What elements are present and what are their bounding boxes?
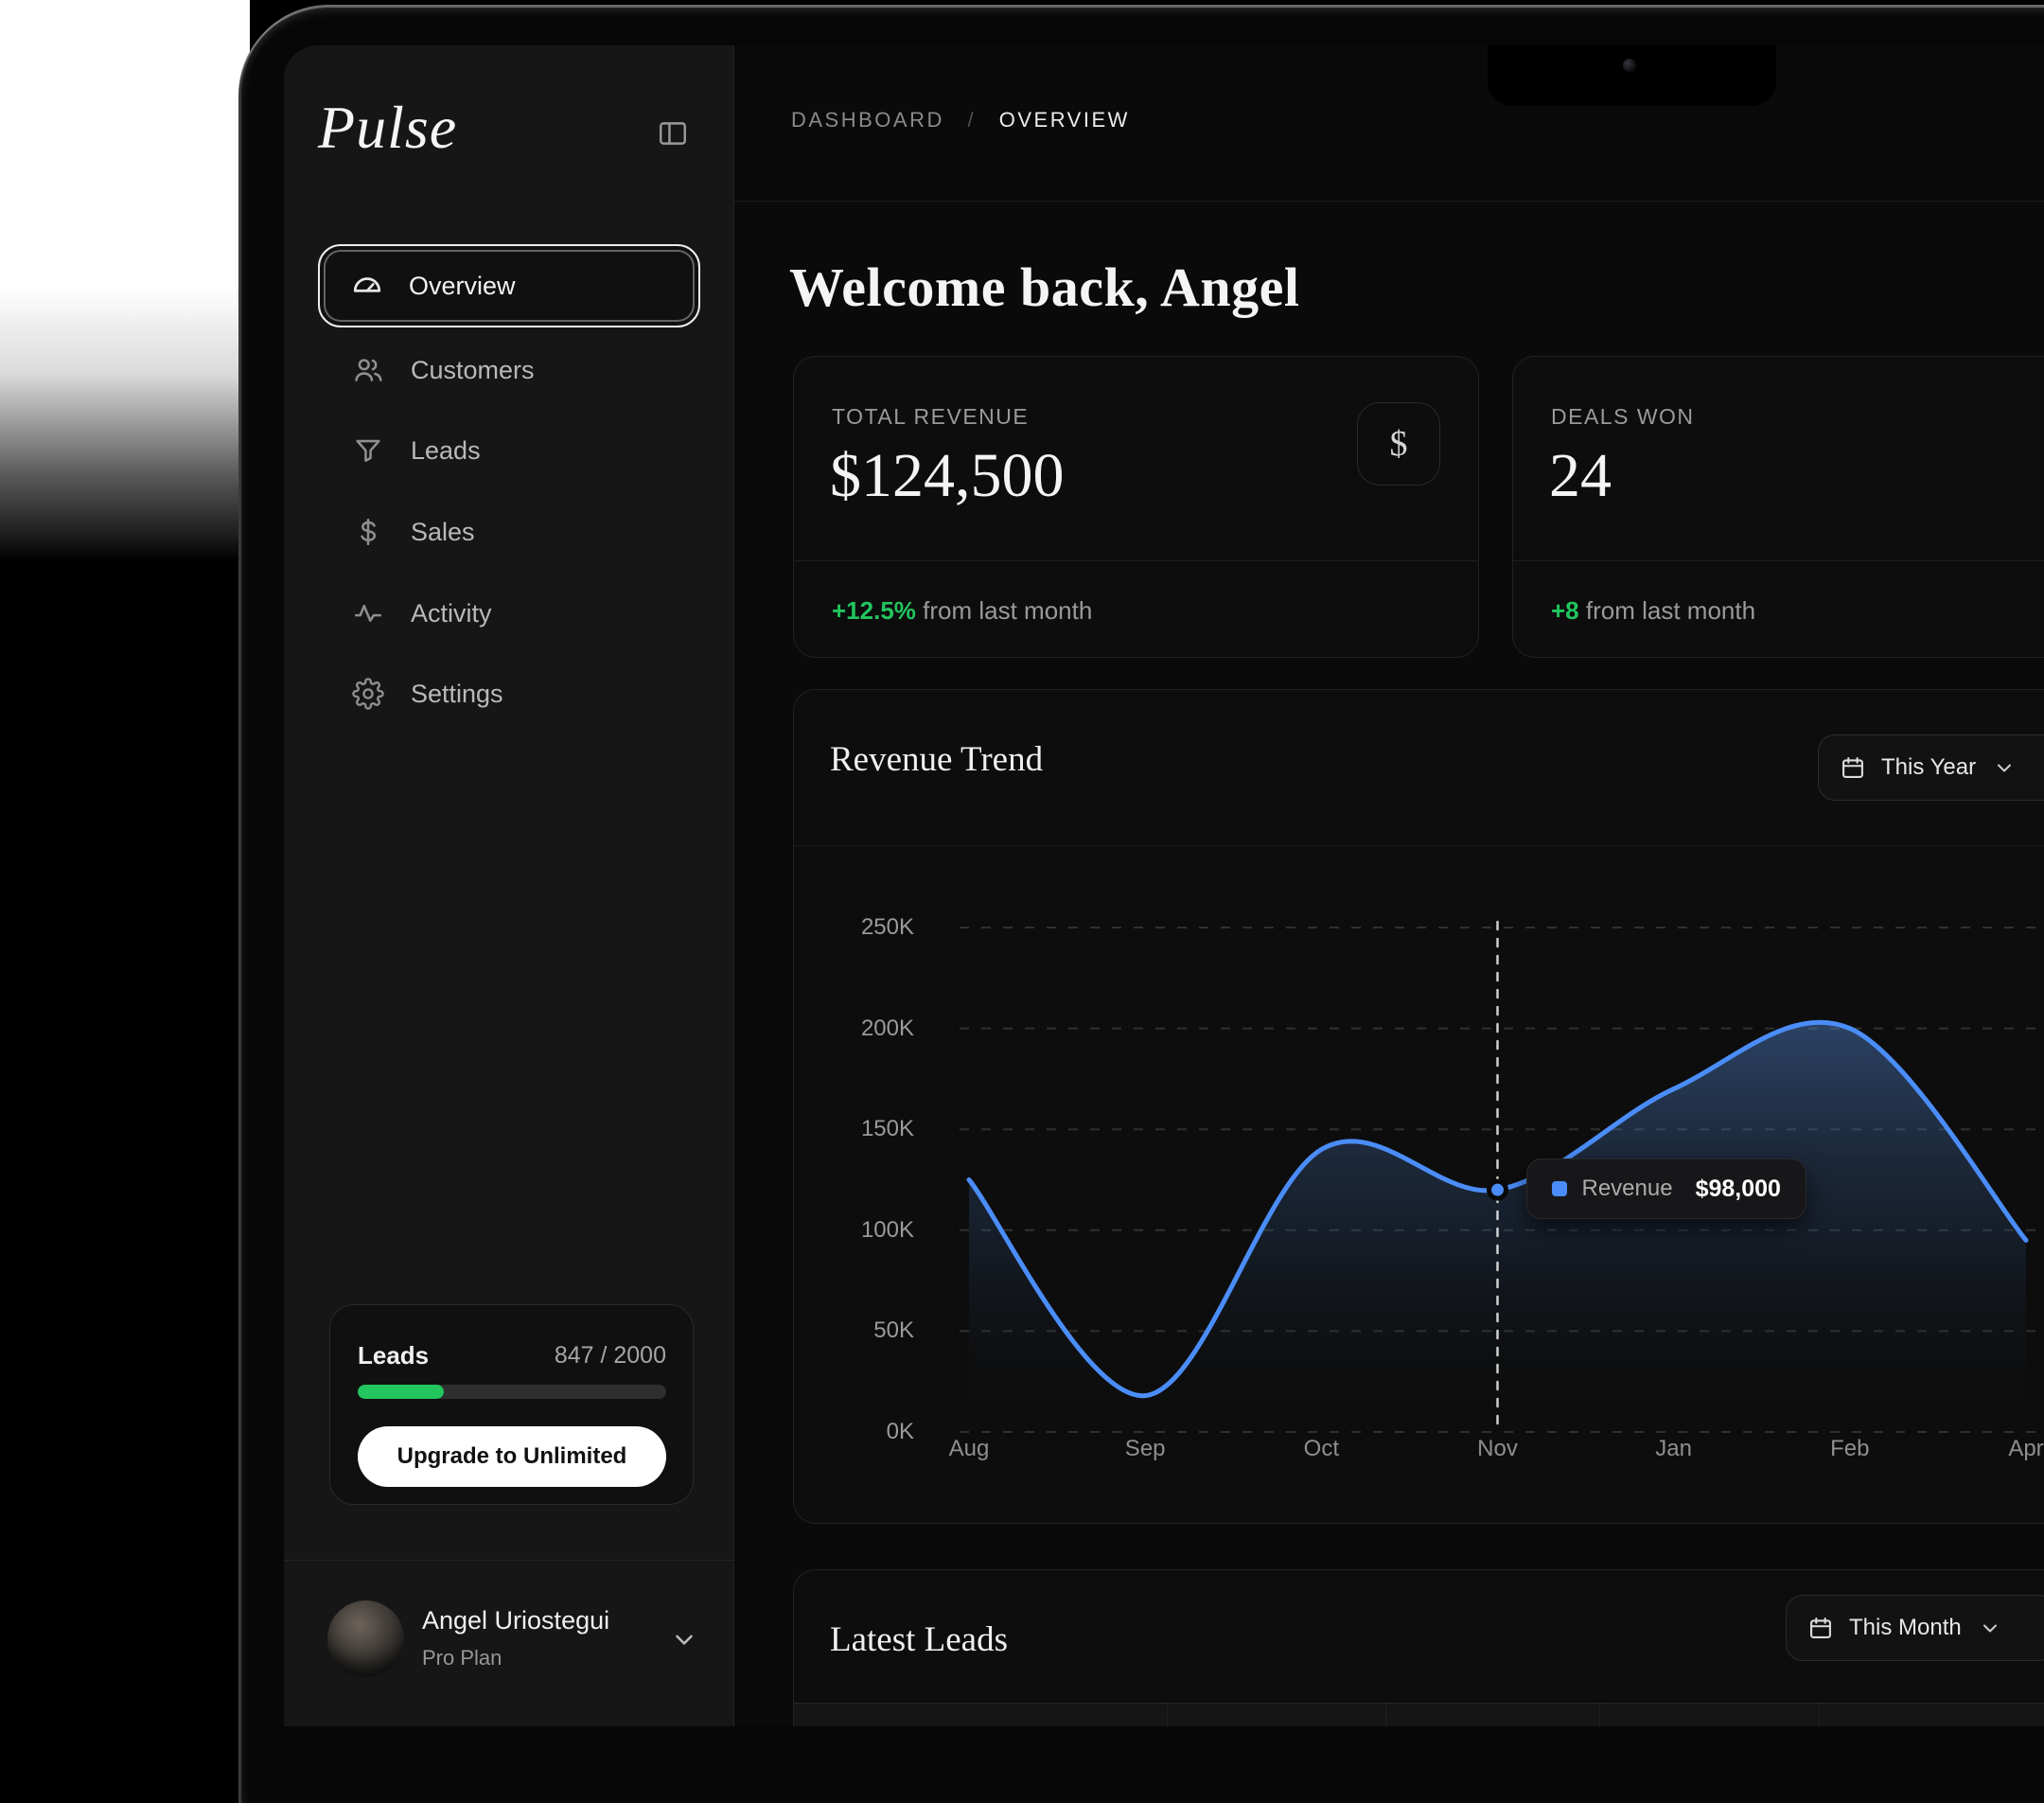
x-tick-label: Jan [1655,1436,1693,1461]
chart-title: Revenue Trend [830,740,1044,779]
x-tick-label: Nov [1477,1436,1518,1461]
sidebar-item-label: Sales [411,517,475,546]
sidebar-item-activity[interactable]: Activity [320,584,698,643]
tooltip-series: Revenue [1581,1175,1673,1202]
table-header-cell [1386,1704,1600,1726]
page-title: Welcome back, Angel [789,256,1300,318]
chevron-down-icon[interactable] [670,1625,698,1653]
sidebar-item-label: Overview [409,271,516,300]
user-plan: Pro Plan [422,1646,502,1670]
range-label: This Month [1849,1615,1962,1640]
sidebar-item-label: Settings [411,679,503,708]
x-tick-label: Apr [2008,1436,2044,1461]
dollar-badge-icon: $ [1357,402,1440,486]
activity-pulse-icon [352,597,384,629]
upgrade-button[interactable]: Upgrade to Unlimited [358,1426,666,1487]
tooltip-value: $98,000 [1695,1175,1781,1202]
y-tick-label: 250K [860,914,914,940]
x-axis-labels: Aug Sep Oct Nov Jan Feb Apr [949,1436,2044,1468]
stat-value: 24 [1549,441,1612,510]
leads-range-select[interactable]: This Month [1786,1595,2044,1661]
usage-progress-bar [358,1385,666,1399]
table-header-cell [1168,1704,1386,1726]
chart-tooltip: Revenue $98,000 [1525,1158,1806,1220]
table-header-cell [1820,1704,2044,1726]
sidebar-item-label: Customers [411,355,535,384]
calendar-icon [1807,1615,1834,1641]
front-camera [1623,59,1636,72]
stat-label: TOTAL REVENUE [832,404,1030,429]
table-header-cell [794,1704,1168,1726]
users-icon [352,354,384,386]
sidebar-item-overview[interactable]: Overview [318,244,700,327]
x-tick-label: Sep [1124,1436,1166,1461]
header-divider [734,201,2044,202]
stat-delta-suffix: from last month [1578,596,1756,625]
deals-won-card: DEALS WON 24 +8 from last month [1512,356,2044,658]
sidebar-item-sales[interactable]: Sales [320,503,698,561]
y-tick-label: 100K [860,1216,914,1243]
divider [1513,560,2044,561]
chart-range-select[interactable]: This Year [1818,734,2044,801]
x-tick-label: Aug [948,1436,990,1461]
divider [794,845,2044,846]
gauge-icon [350,269,384,303]
range-label: This Year [1881,754,1977,780]
stat-delta-line: +8 from last month [1551,596,1755,626]
main-content: DASHBOARD / OVERVIEW Welcome back, Angel… [734,45,2044,1726]
latest-leads-card: Latest Leads This Month [793,1569,2044,1726]
stat-value: $124,500 [830,441,1065,510]
stat-delta: +12.5% [832,596,916,625]
y-tick-label: 50K [873,1317,914,1344]
gear-icon [352,678,384,710]
table-header-cell [1600,1704,1820,1726]
leads-table-header [794,1703,2044,1726]
sidebar-item-settings[interactable]: Settings [320,664,698,723]
breadcrumb-separator: / [967,108,977,132]
funnel-icon [352,434,384,467]
x-tick-label: Feb [1830,1436,1870,1461]
breadcrumb-current: OVERVIEW [998,108,1130,132]
usage-title: Leads [358,1341,430,1370]
sidebar-item-customers[interactable]: Customers [320,341,698,399]
user-name: Angel Uriostegui [422,1606,610,1635]
stat-delta: +8 [1551,596,1579,625]
y-tick-label: 200K [860,1015,914,1041]
breadcrumb-root[interactable]: DASHBOARD [791,108,944,132]
stat-label: DEALS WON [1551,404,1695,429]
sidebar-item-label: Activity [411,598,492,628]
avatar [327,1600,404,1677]
revenue-trend-card: Revenue Trend This Year 0K 50K 100K 150K 200… [793,689,2044,1524]
sidebar-collapse-icon[interactable] [657,117,689,150]
user-profile[interactable]: Angel Uriostegui Pro Plan [284,1560,733,1726]
leads-usage-card: Leads 847 / 2000 Upgrade to Unlimited [329,1304,694,1505]
divider [794,560,1478,561]
usage-count: 847 / 2000 [554,1342,666,1369]
sidebar-item-label: Leads [411,435,481,465]
chevron-down-icon [1993,756,2016,779]
x-tick-label: Oct [1303,1436,1339,1461]
camera-notch [1488,45,1776,106]
stat-delta-line: +12.5% from last month [832,596,1092,626]
usage-progress-fill [358,1385,445,1399]
series-swatch [1551,1181,1567,1197]
calendar-icon [1840,754,1866,781]
dollar-icon [352,516,384,548]
y-tick-label: 0K [886,1419,914,1444]
sidebar-item-leads[interactable]: Leads [320,421,698,480]
chevron-down-icon [1979,1617,2001,1639]
stat-delta-suffix: from last month [915,596,1093,625]
app-logo: Pulse [318,94,458,161]
total-revenue-card: TOTAL REVENUE $124,500 $ +12.5% from las… [793,356,1479,658]
desk-background [0,0,250,625]
sidebar: Pulse Overview Customers Leads [284,45,734,1726]
y-tick-label: 150K [860,1116,914,1142]
breadcrumb: DASHBOARD / OVERVIEW [791,108,1130,133]
app-screen: Pulse Overview Customers Leads [284,45,2044,1726]
y-axis-labels: 0K 50K 100K 150K 200K 250K [794,914,914,1444]
revenue-area-chart[interactable] [960,920,2044,1434]
leads-title: Latest Leads [830,1620,1008,1659]
